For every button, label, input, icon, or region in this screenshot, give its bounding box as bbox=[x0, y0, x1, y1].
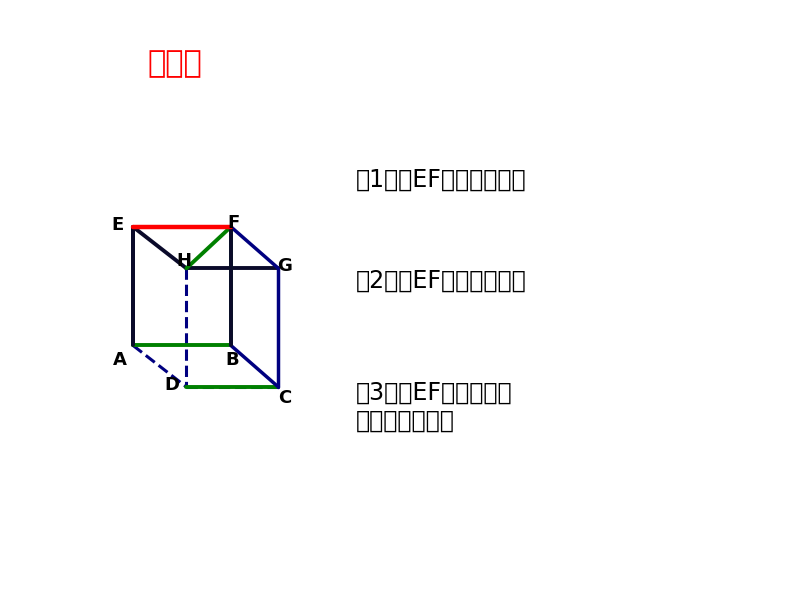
Text: （3）与EF既不平行也
不相交的棱有：: （3）与EF既不平行也 不相交的棱有： bbox=[356, 381, 512, 433]
Text: H: H bbox=[176, 252, 191, 270]
Text: （1）与EF平行的棱有：: （1）与EF平行的棱有： bbox=[356, 167, 526, 191]
Text: D: D bbox=[164, 376, 179, 394]
Text: G: G bbox=[277, 257, 291, 275]
Text: F: F bbox=[228, 213, 240, 232]
Text: B: B bbox=[225, 351, 240, 370]
Text: C: C bbox=[278, 389, 291, 406]
Text: E: E bbox=[111, 216, 124, 234]
Text: A: A bbox=[113, 351, 127, 370]
Text: 填一填: 填一填 bbox=[148, 49, 202, 78]
Text: （2）与EF相交的棱有：: （2）与EF相交的棱有： bbox=[356, 268, 526, 293]
